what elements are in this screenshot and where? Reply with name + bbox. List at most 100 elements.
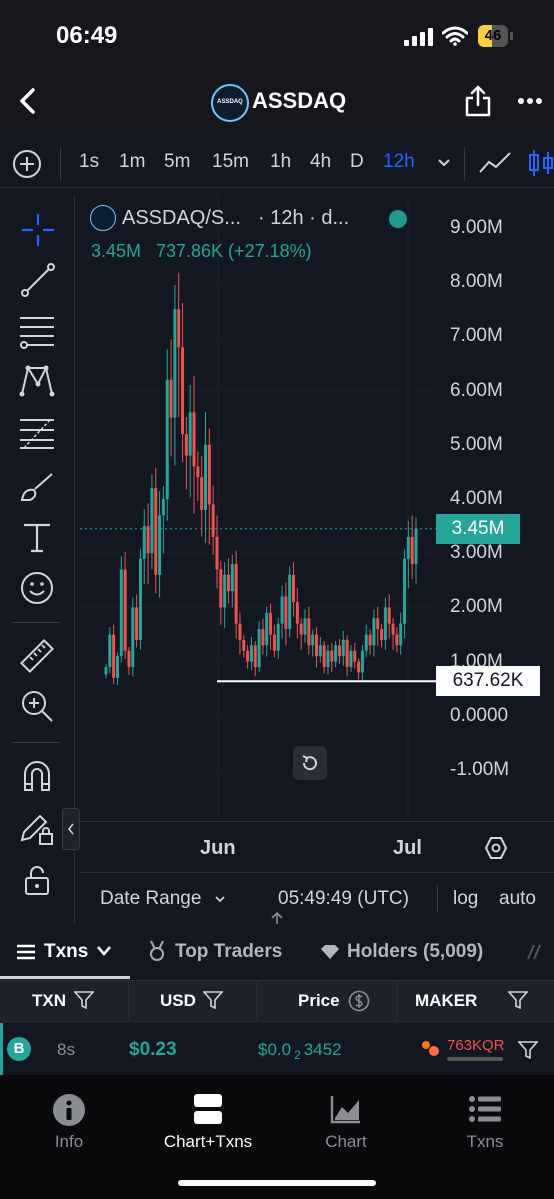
tf-1h[interactable]: 1h (270, 151, 292, 172)
legend-logo (90, 205, 116, 231)
col-maker[interactable]: MAKER (415, 991, 478, 1010)
text-tool-icon[interactable] (20, 520, 54, 554)
candle (196, 466, 200, 478)
tab-holders[interactable]: Holders (5,009) (347, 941, 484, 962)
col-usd[interactable]: USD (160, 991, 196, 1010)
current-price-tag: 3.45M (436, 513, 520, 544)
tf-15m[interactable]: 15m (212, 151, 249, 172)
add-indicator-icon[interactable] (12, 149, 42, 179)
tab-top-traders[interactable]: Top Traders (175, 941, 283, 962)
filter-icon[interactable] (203, 991, 223, 1009)
horizontal-lines-icon[interactable] (18, 313, 56, 349)
chart-icon[interactable] (330, 1094, 362, 1124)
candle (395, 634, 399, 646)
chevron-down-icon[interactable] (437, 158, 451, 168)
filter-icon[interactable] (74, 991, 94, 1009)
candle (142, 526, 146, 559)
nav-chart[interactable]: Chart (325, 1132, 367, 1151)
reset-chart-button[interactable] (293, 746, 327, 780)
page-title: ASSDAQ (252, 88, 347, 113)
more-icon[interactable] (517, 97, 543, 105)
candle (192, 412, 196, 467)
col-price[interactable]: Price (298, 991, 340, 1010)
candle (383, 607, 387, 640)
tf-12h[interactable]: 12h (383, 151, 415, 172)
legend-symbol[interactable]: ASSDAQ/S... (122, 207, 241, 229)
filter-icon[interactable] (518, 1041, 538, 1059)
price-axis-label: 4.00M (450, 488, 503, 509)
col-txn[interactable]: TXN (32, 991, 66, 1010)
price-chart[interactable]: ASSDAQ/S... · 12h · d... 3.45M 737.86K (… (80, 195, 554, 923)
status-bar: 06:49 46 (0, 0, 554, 76)
candle (204, 444, 208, 510)
chevron-down-icon[interactable] (214, 895, 226, 905)
ruler-icon[interactable] (18, 637, 56, 675)
candle (215, 536, 219, 570)
chevron-down-icon[interactable] (96, 945, 112, 957)
candle (360, 650, 364, 673)
date-range-button[interactable]: Date Range (100, 888, 202, 909)
more-tabs-icon[interactable] (526, 943, 546, 961)
medal-icon (150, 940, 164, 961)
nav-txns[interactable]: Txns (466, 1132, 504, 1151)
fib-retracement-icon[interactable] (18, 415, 56, 451)
candle (391, 623, 395, 635)
tf-1s[interactable]: 1s (79, 151, 100, 172)
zoom-in-icon[interactable] (19, 688, 55, 724)
brush-icon[interactable] (18, 468, 56, 504)
candle (326, 650, 330, 668)
candle (330, 650, 334, 662)
lock-drawing-icon[interactable] (18, 810, 56, 846)
maker-address[interactable]: 763KQR (447, 1037, 505, 1054)
candle (207, 444, 211, 505)
collapse-toolbar-button[interactable] (62, 808, 80, 850)
tf-d[interactable]: D (350, 151, 364, 172)
table-row[interactable]: B 8s $0.23 $0.0 2 3452 763KQR (0, 1023, 554, 1075)
candle (108, 634, 112, 668)
share-icon[interactable] (464, 84, 492, 118)
crosshair-icon[interactable] (20, 212, 56, 248)
time-label-jun: Jun (200, 837, 236, 859)
candle (119, 569, 123, 657)
tf-4h[interactable]: 4h (310, 151, 332, 172)
chart-settings-icon[interactable] (484, 836, 508, 860)
candle (295, 601, 299, 624)
candle (188, 412, 192, 456)
back-arrow-icon[interactable] (16, 87, 40, 115)
trendline-icon[interactable] (20, 262, 56, 298)
market-status-icon (389, 210, 407, 228)
pattern-icon[interactable] (18, 362, 56, 398)
txns-list-icon[interactable] (468, 1094, 502, 1124)
unlock-icon[interactable] (22, 864, 52, 896)
tab-txns[interactable]: Txns (44, 941, 89, 962)
candle (112, 634, 116, 678)
chevron-left-icon (68, 823, 74, 835)
candle (246, 650, 250, 662)
magnet-icon[interactable] (19, 758, 55, 794)
candle (299, 623, 303, 635)
candle (234, 564, 238, 624)
tf-1m[interactable]: 1m (119, 151, 146, 172)
candle (372, 618, 376, 646)
filter-icon[interactable] (508, 991, 528, 1009)
utc-time[interactable]: 05:49:49 (UTC) (278, 888, 409, 909)
drawing-toolbar (0, 195, 75, 923)
candle (249, 645, 253, 662)
line-chart-icon[interactable] (478, 150, 512, 176)
candle (353, 650, 357, 662)
auto-scale-toggle[interactable]: auto (499, 888, 536, 909)
emoji-icon[interactable] (19, 570, 55, 606)
log-scale-toggle[interactable]: log (453, 888, 479, 909)
toolbar-divider (12, 622, 60, 623)
nav-info[interactable]: Info (54, 1132, 84, 1151)
chart-canvas[interactable] (80, 195, 554, 872)
candles-icon[interactable] (526, 148, 554, 178)
nav-chart-txns[interactable]: Chart+Txns (163, 1132, 253, 1151)
candle (280, 596, 284, 624)
candle (177, 309, 181, 348)
tf-5m[interactable]: 5m (164, 151, 191, 172)
currency-toggle-icon[interactable] (348, 990, 370, 1012)
candle (303, 618, 307, 635)
info-icon[interactable] (52, 1093, 86, 1127)
chart-txns-icon[interactable] (193, 1093, 223, 1125)
